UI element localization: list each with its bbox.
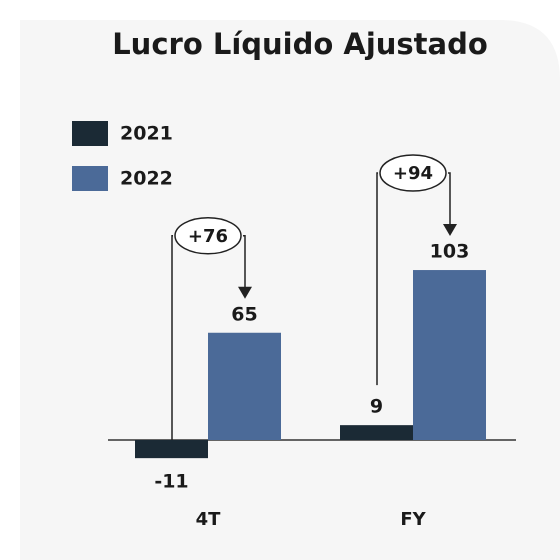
chart-title: Lucro Líquido Ajustado — [112, 27, 488, 61]
legend-swatch — [72, 166, 108, 191]
bar — [413, 270, 486, 440]
annotation-connector — [376, 172, 451, 386]
x-tick-label: 4T — [196, 509, 222, 530]
annotation-bubble — [174, 217, 242, 255]
bar — [340, 425, 413, 440]
x-tick-label: FY — [400, 509, 426, 530]
annotation: +94 — [393, 163, 433, 184]
data-label: -11 — [154, 471, 188, 493]
annotation: +76 — [188, 226, 228, 247]
annotation-arrowhead — [443, 224, 457, 237]
annotation-arrowhead — [238, 286, 252, 299]
bar — [208, 332, 281, 440]
bar — [135, 440, 208, 459]
legend-label: 2022 — [120, 168, 173, 190]
legend-label: 2021 — [120, 123, 173, 145]
annotation-connector — [171, 235, 246, 440]
annotation-bubble — [379, 154, 447, 192]
data-label: 103 — [430, 241, 470, 263]
legend-swatch — [72, 121, 108, 146]
data-label: 65 — [231, 303, 257, 325]
data-label: 9 — [370, 396, 383, 418]
